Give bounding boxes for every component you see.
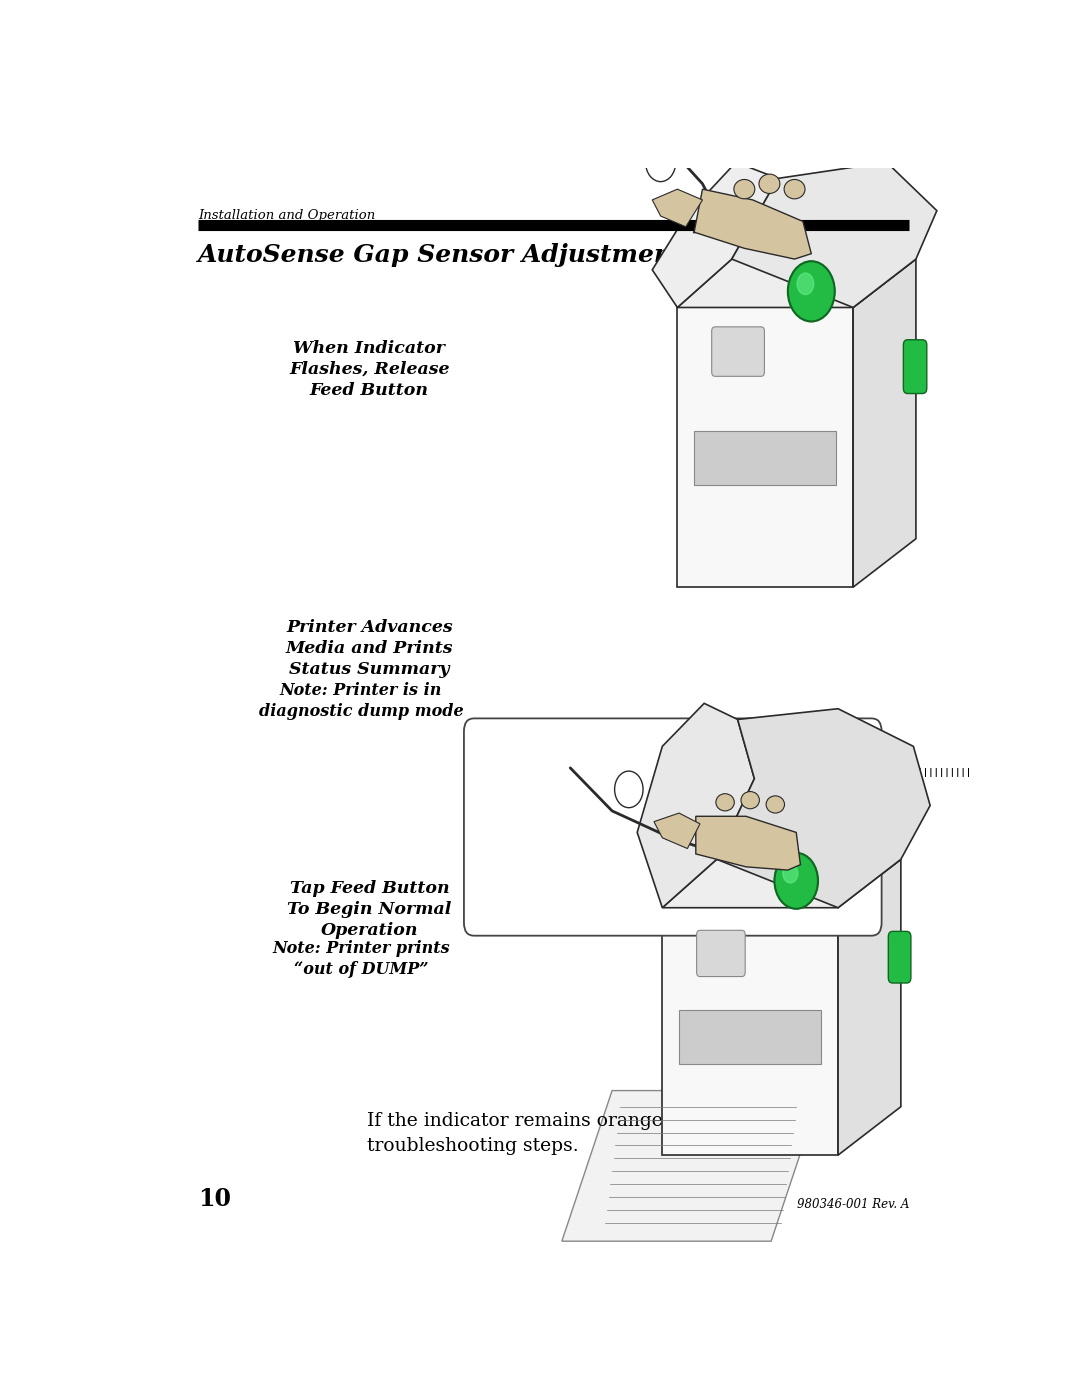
Polygon shape	[694, 189, 811, 258]
Circle shape	[774, 852, 818, 909]
Text: Note: Printer is in
diagnostic dump mode: Note: Printer is in diagnostic dump mode	[259, 682, 463, 719]
Ellipse shape	[766, 796, 784, 813]
Text: Gmem:000K,0241K avl: Gmem:000K,0241K avl	[483, 809, 608, 819]
Text: Printer Advances
Media and Prints
Status Summary: Printer Advances Media and Prints Status…	[285, 619, 454, 678]
Polygon shape	[679, 1010, 822, 1063]
Text: If the indicator remains orange or red, see the
troubleshooting steps.: If the indicator remains orange or red, …	[367, 1112, 807, 1155]
Text: now in DUMP: now in DUMP	[483, 907, 554, 916]
Text: 980346-001 Rev. A: 980346-001 Rev. A	[797, 1199, 909, 1211]
Polygon shape	[696, 816, 800, 870]
Ellipse shape	[759, 175, 780, 193]
FancyBboxPatch shape	[903, 339, 927, 394]
Polygon shape	[662, 859, 901, 908]
Polygon shape	[652, 162, 778, 307]
Circle shape	[783, 863, 798, 883]
Polygon shape	[717, 708, 930, 908]
Text: Option:: Option:	[483, 879, 523, 888]
Text: AutoSense Gap Sensor Adjustment - continued: AutoSense Gap Sensor Adjustment - contin…	[198, 243, 853, 267]
Text: 04 08 13: 04 08 13	[483, 893, 531, 902]
Polygon shape	[732, 162, 936, 307]
Circle shape	[797, 272, 814, 295]
Polygon shape	[838, 859, 901, 1155]
Ellipse shape	[716, 793, 734, 810]
Ellipse shape	[784, 179, 805, 198]
Text: ||||||||||||||||||||||||||||||||||||||||||||||||||||||||||||||||||||||||||||||||: ||||||||||||||||||||||||||||||||||||||||…	[483, 768, 1063, 777]
Polygon shape	[677, 258, 916, 307]
Text: 10: 10	[198, 1187, 231, 1211]
Text: Serial port : 96,N,8,1: Serial port : 96,N,8,1	[483, 754, 596, 764]
Text: Installation and Operation: Installation and Operation	[198, 208, 375, 222]
Text: When Indicator
Flashes, Release
Feed Button: When Indicator Flashes, Release Feed But…	[289, 339, 449, 398]
Polygon shape	[662, 908, 838, 1155]
Polygon shape	[694, 432, 836, 485]
Text: Note: Printer prints
“out of DUMP”: Note: Printer prints “out of DUMP”	[272, 940, 449, 978]
Text: I8,0,001  rY: I8,0,001 rY	[483, 837, 545, 847]
Text: q800 Q1029,025: q800 Q1029,025	[483, 865, 575, 875]
FancyBboxPatch shape	[712, 327, 765, 376]
Polygon shape	[653, 813, 700, 848]
Ellipse shape	[741, 792, 759, 809]
Text: 4 MO3351F 16 V3.21: 4 MO3351F 16 V3.21	[483, 740, 597, 750]
Circle shape	[788, 261, 835, 321]
Text: Fmem:000,0K,019.9K avl: Fmem:000,0K,019.9K avl	[483, 795, 620, 806]
FancyBboxPatch shape	[889, 932, 910, 983]
FancyBboxPatch shape	[464, 718, 881, 936]
Polygon shape	[652, 189, 702, 226]
Polygon shape	[562, 1091, 822, 1241]
Text: Tap Feed Button
To Begin Normal
Operation: Tap Feed Button To Begin Normal Operatio…	[287, 880, 451, 939]
Polygon shape	[637, 703, 754, 908]
Text: Image buffer size:245K: Image buffer size:245K	[483, 781, 609, 792]
Polygon shape	[853, 258, 916, 587]
Text: Emem:000K,0241K avl: Emem:000K,0241K avl	[483, 823, 607, 833]
Ellipse shape	[734, 179, 755, 198]
FancyBboxPatch shape	[697, 930, 745, 977]
Polygon shape	[677, 307, 853, 587]
Text: S2 D8 R016,000 ZT UN: S2 D8 R016,000 ZT UN	[483, 851, 609, 861]
